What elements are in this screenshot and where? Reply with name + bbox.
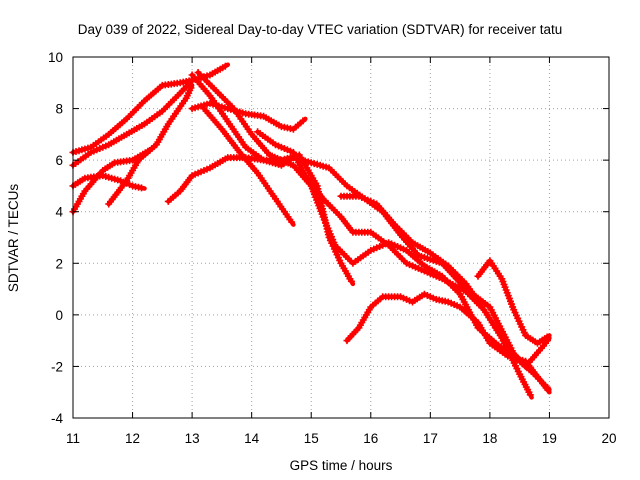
y-axis-label: SDTVAR / TECUs: [6, 184, 21, 293]
series-track-10: [164, 151, 356, 287]
x-tick-label: 13: [185, 431, 200, 446]
y-tick-label: -2: [51, 359, 63, 374]
y-tick-label: -4: [51, 411, 63, 426]
series-markers: [69, 78, 194, 169]
y-tick-label: 2: [55, 256, 63, 271]
series-track-14: [474, 257, 552, 347]
series-track-11: [254, 128, 487, 312]
series-track-13: [337, 192, 534, 400]
series-track-9: [200, 105, 296, 227]
series-markers: [343, 290, 552, 394]
x-axis-ticks: 11 12 13 14 15 16 17 18 19 20: [66, 57, 617, 446]
plot-frame: [72, 56, 610, 419]
chart-title: Day 039 of 2022, Sidereal Day-to-day VTE…: [78, 22, 562, 37]
series-markers: [474, 257, 551, 347]
x-axis-label: GPS time / hours: [290, 458, 393, 473]
y-tick-label: 10: [48, 50, 63, 65]
series-track-4: [69, 172, 147, 192]
x-tick-label: 15: [304, 431, 319, 446]
x-tick-label: 14: [244, 431, 260, 446]
y-tick-label: 4: [55, 205, 63, 220]
x-tick-label: 19: [542, 431, 557, 446]
x-tick-label: 16: [363, 431, 378, 446]
x-tick-label: 17: [423, 431, 438, 446]
x-tick-label: 12: [125, 431, 140, 446]
data-series: [69, 62, 552, 400]
series-markers: [105, 84, 195, 208]
y-tick-label: 6: [55, 153, 63, 168]
series-track-12: [343, 290, 552, 395]
x-tick-label: 11: [66, 431, 80, 446]
x-tick-label: 20: [601, 431, 616, 446]
series-line: [189, 72, 552, 369]
series-track-2: [69, 77, 195, 169]
y-axis-ticks: -4 -2 0 2 4 6 8 10: [48, 50, 609, 426]
x-tick-label: 18: [482, 431, 497, 446]
series-track-5: [105, 83, 195, 208]
y-tick-label: 0: [55, 308, 63, 323]
series-markers: [164, 151, 355, 285]
series-markers: [337, 192, 534, 399]
series-markers: [254, 128, 486, 311]
y-tick-label: 8: [55, 102, 63, 117]
